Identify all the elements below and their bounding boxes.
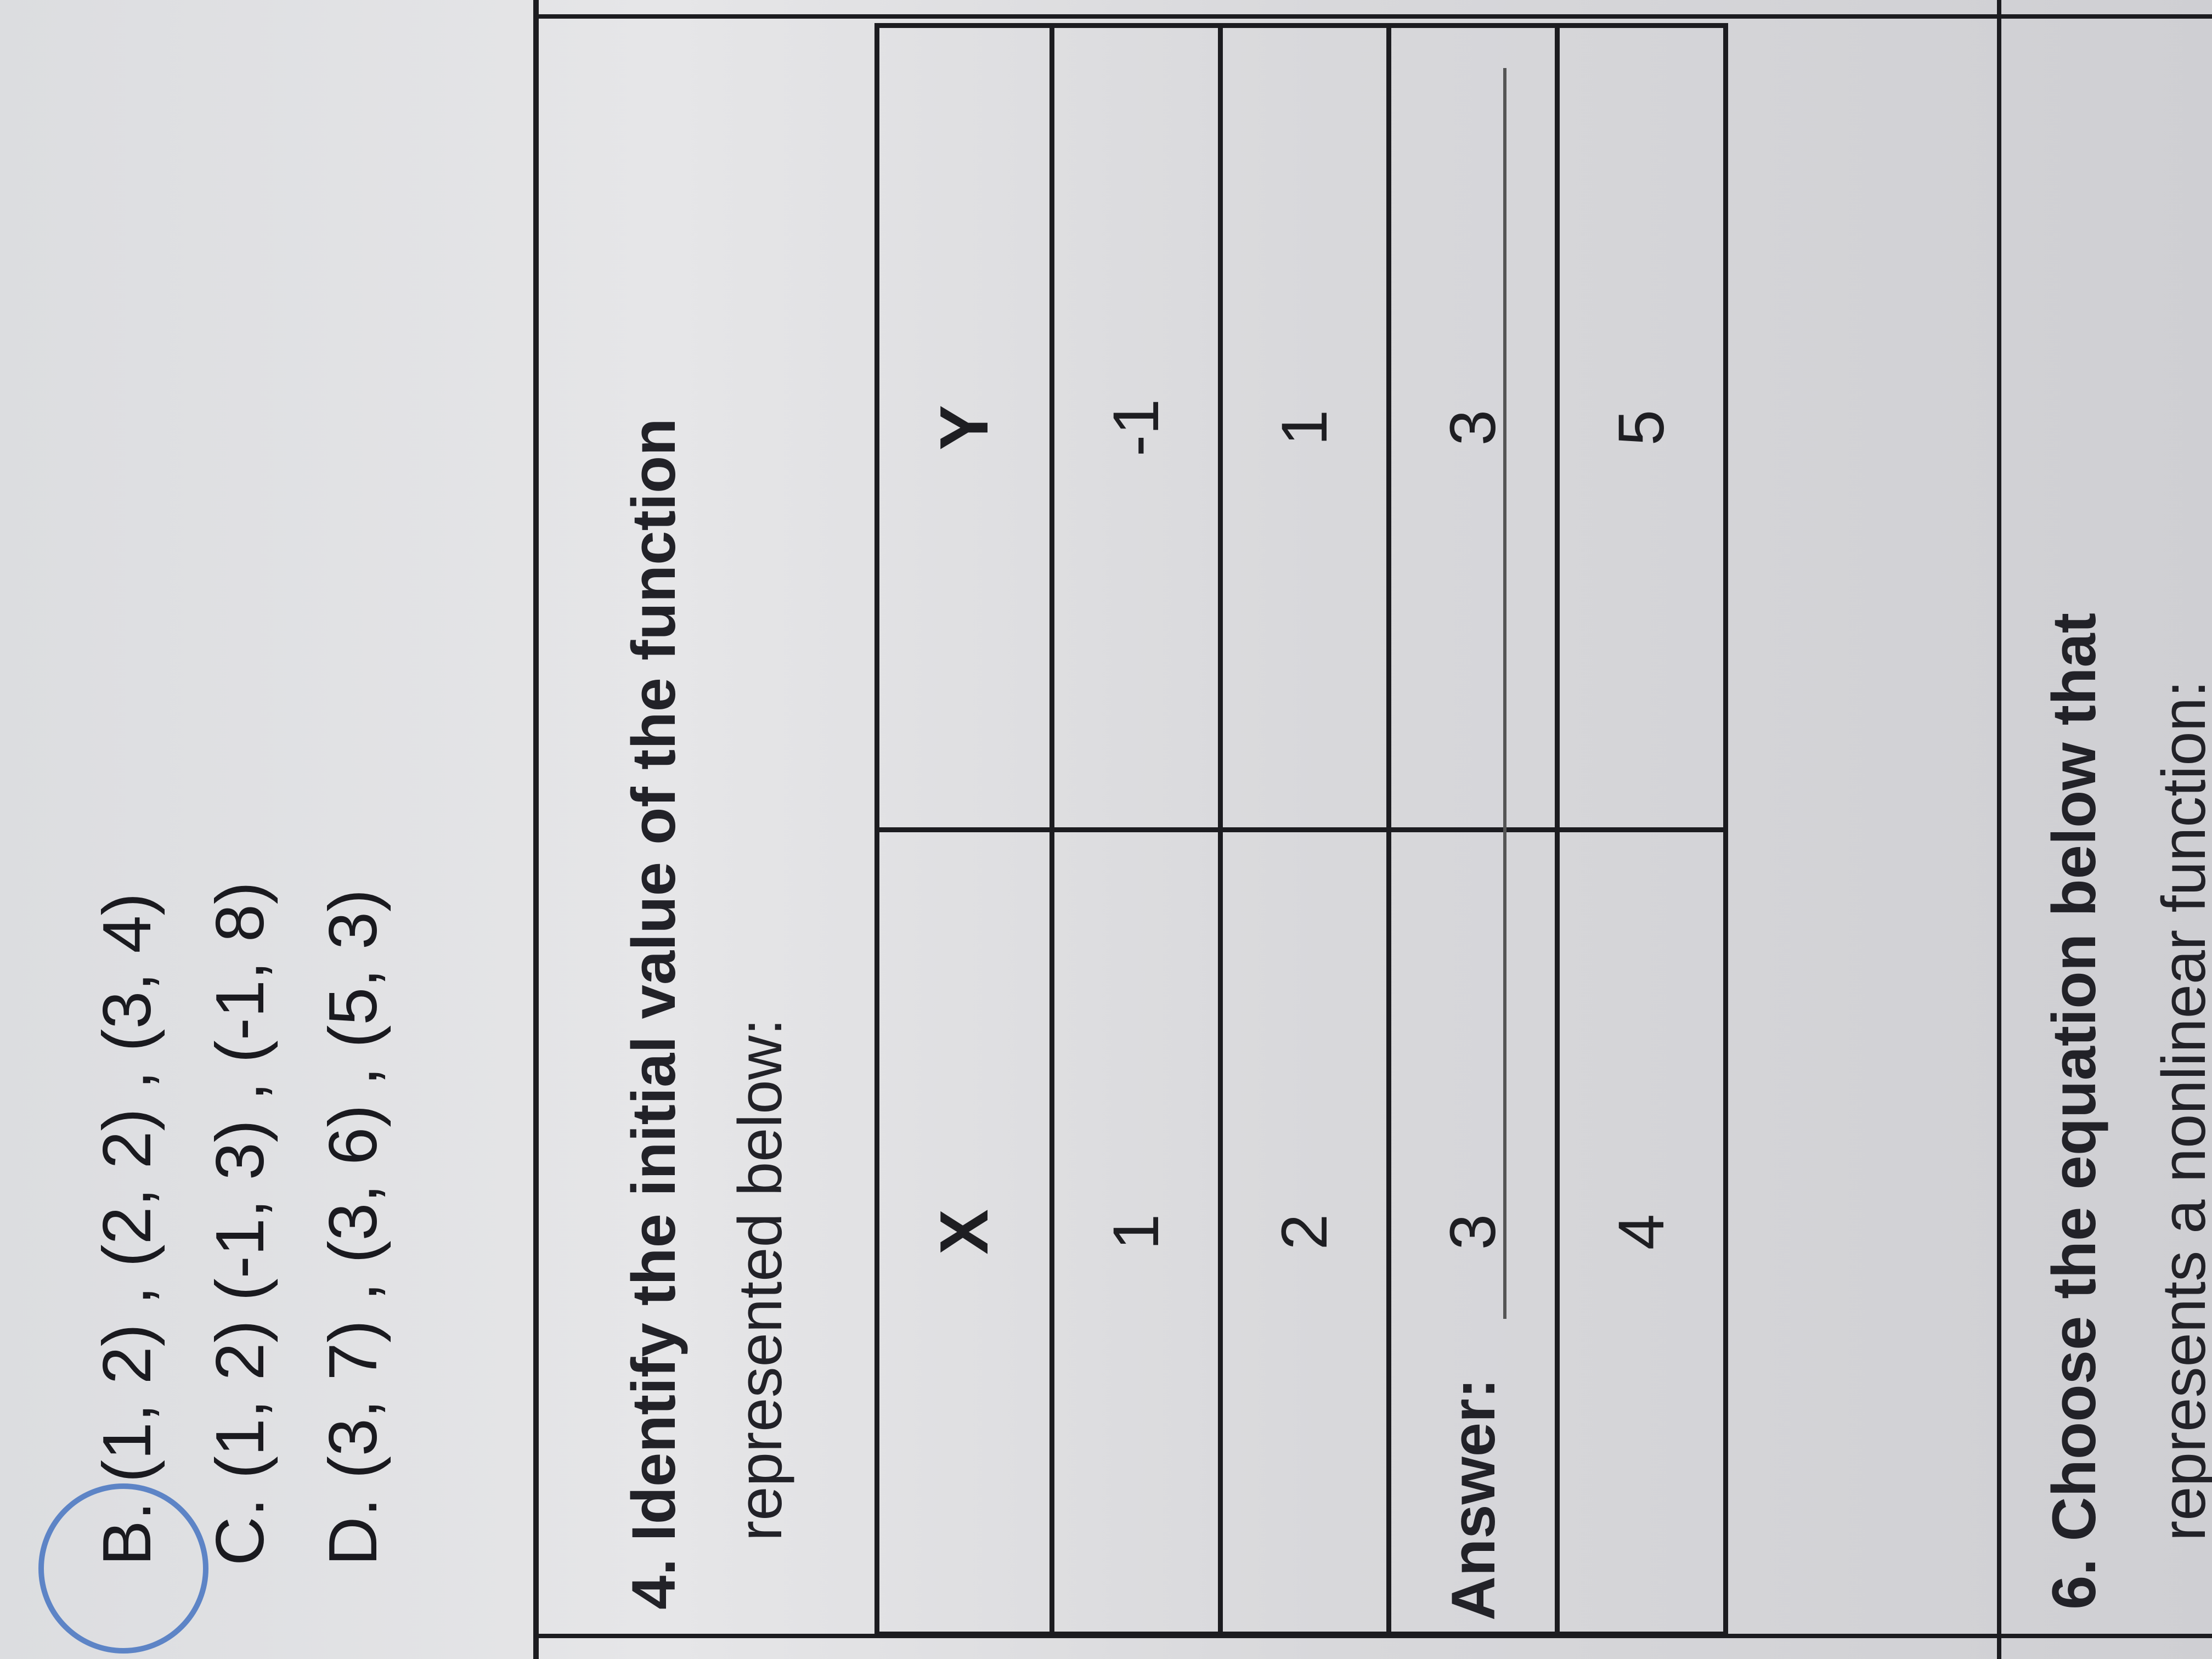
cell-x: 1: [1052, 830, 1221, 1634]
question-4-line-2: represented below:: [726, 1018, 794, 1541]
box-right-border: [533, 14, 2212, 19]
table-row: 2 1: [1220, 25, 1389, 1634]
cell-x: 4: [1557, 830, 1726, 1634]
question-text: Choose the equation below that: [2040, 613, 2108, 1542]
cell-y: 1: [1220, 25, 1389, 830]
option-c[interactable]: C. (1, 2) (-1, 3) , (-1, 8): [202, 882, 278, 1566]
option-text: (1, 2) (-1, 3) , (-1, 8): [202, 881, 278, 1479]
function-table: X Y 1 -1 2 1 3 3 4 5: [874, 23, 1728, 1637]
question-number: 6.: [2040, 1558, 2108, 1610]
table-header-row: X Y: [877, 25, 1052, 1634]
section-divider: [1997, 0, 2001, 1659]
question-6-line-2: represents a nonlinear function:: [2149, 680, 2212, 1541]
option-letter: C.: [202, 1498, 278, 1566]
box-top-border: [533, 0, 539, 1659]
option-text: (3, 7) , (3, 6) , (5, 3): [315, 889, 391, 1479]
question-text: Identify the initial value of the functi…: [619, 418, 688, 1542]
option-letter: B.: [89, 1501, 165, 1566]
cell-y: 5: [1557, 25, 1726, 830]
option-d[interactable]: D. (3, 7) , (3, 6) , (5, 3): [315, 889, 391, 1566]
table-row: 1 -1: [1052, 25, 1221, 1634]
question-number: 4.: [619, 1558, 688, 1610]
cell-y: -1: [1052, 25, 1221, 830]
cell-x: 2: [1220, 830, 1389, 1634]
option-letter: D.: [315, 1498, 391, 1566]
option-b[interactable]: B. (1, 2) , (2, 2) , (3, 4): [89, 893, 165, 1566]
header-y: Y: [877, 25, 1052, 830]
question-4-line-1: 4. Identify the initial value of the fun…: [619, 418, 688, 1610]
cell-y: 3: [1389, 25, 1558, 830]
table-row: 4 5: [1557, 25, 1726, 1634]
question-6-line-1: 6. Choose the equation below that: [2040, 613, 2108, 1610]
answer-blank[interactable]: [1503, 68, 1506, 1319]
option-text: (1, 2) , (2, 2) , (3, 4): [89, 893, 165, 1483]
header-x: X: [877, 830, 1052, 1634]
answer-label: Answer:: [1439, 1378, 1508, 1621]
